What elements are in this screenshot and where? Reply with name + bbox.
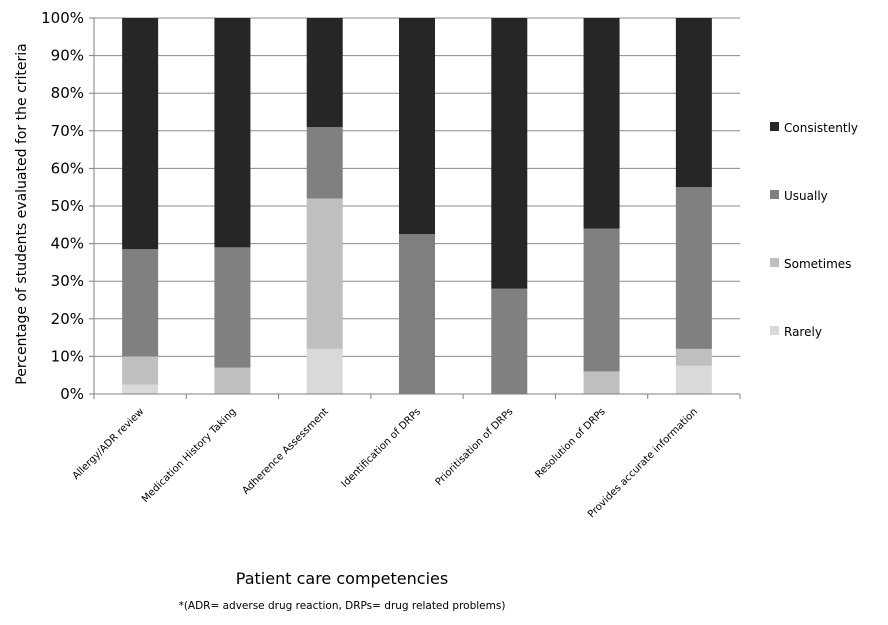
bar-segment-rarely [122,384,159,394]
axes [93,18,740,399]
bar-segment-sometimes [214,367,251,394]
bars [122,18,712,394]
legend-label-consistently: Consistently [784,121,858,135]
bar-segment-rarely [306,348,343,394]
y-tick-label: 0% [60,385,84,403]
bar-segment-consistently [399,18,435,235]
legend-swatch-usually [770,190,779,199]
y-tick-label: 10% [51,347,84,365]
bar-segment-sometimes [122,356,159,385]
y-tick-labels: 0% 10% 20% 30% 40% 50% 60% 70% 80% 90% 100% [41,9,84,403]
y-tick-label: 60% [51,159,84,177]
legend-label-usually: Usually [784,189,828,203]
bar-segment-consistently [491,18,528,289]
bar-segment-consistently [306,18,343,128]
x-category-label: Allergy/ADR review [71,406,147,482]
y-tick-label: 70% [51,122,84,140]
legend-swatch-consistently [770,122,779,131]
x-axis-title: Patient care competencies [236,569,448,588]
legend-label-sometimes: Sometimes [784,257,851,271]
y-tick-label: 30% [51,272,84,290]
legend: Consistently Usually Sometimes Rarely [770,121,858,339]
legend-swatch-sometimes [770,258,779,267]
bar-segment-usually [122,249,159,357]
x-category-label: Identification of DRPs [339,406,423,490]
bar-segment-usually [491,288,528,394]
y-tick-label: 100% [41,9,84,27]
bar-segment-consistently [675,18,712,188]
bar-segment-usually [675,187,712,349]
bar-segment-consistently [583,18,620,229]
bar-segment-consistently [122,18,159,250]
y-tick-label: 40% [51,235,84,253]
legend-label-rarely: Rarely [784,325,822,339]
x-category-label: Prioritisation of DRPs [434,406,516,488]
bar-segment-usually [306,127,343,199]
y-tick-label: 90% [51,47,84,65]
bar-segment-rarely [675,365,712,394]
y-tick-label: 80% [51,84,84,102]
bar-segment-usually [399,234,435,394]
y-tick-label: 20% [51,310,84,328]
x-category-label: Provides accurate information [586,406,700,520]
bar-segment-consistently [214,18,251,248]
bar-segment-usually [214,247,251,368]
bar-segment-usually [583,228,620,372]
footnote: *(ADR= adverse drug reaction, DRPs= drug… [179,600,506,612]
x-category-label: Adherence Assessment [241,406,331,496]
bar-segment-sometimes [583,371,620,394]
x-category-label: Resolution of DRPs [533,406,607,480]
y-tick-label: 50% [51,197,84,215]
legend-swatch-rarely [770,326,779,335]
bar-segment-sometimes [306,198,343,349]
x-category-label: Medication History Taking [140,406,239,505]
y-axis-title: Percentage of students evaluated for the… [14,43,30,384]
bar-segment-sometimes [675,348,712,366]
